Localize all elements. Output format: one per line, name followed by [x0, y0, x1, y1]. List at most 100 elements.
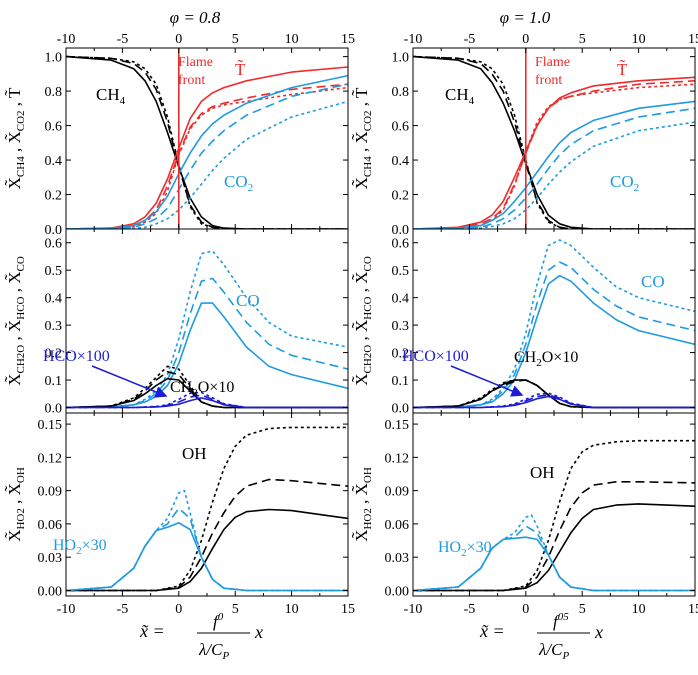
x-formula-denominator: λ/CP	[198, 640, 229, 662]
y-tick-label: 0.3	[392, 319, 410, 334]
x-tick-label: 0	[175, 602, 182, 617]
ch2o-label-rest: O×10	[198, 379, 235, 396]
x-tick-label: -10	[57, 32, 76, 47]
series-line-ch4-solid	[66, 55, 348, 229]
co2-label-right-text: CO	[610, 172, 634, 191]
flame-front-label-line1-right: Flame	[535, 55, 570, 70]
series-line-ho230-dashed	[413, 525, 695, 592]
y-axis-label: X̃HO2 , X̃OH	[352, 467, 374, 542]
left-middle-annotations: CO HCO×100 CH2O×10	[43, 291, 260, 399]
y-tick-label: 0.2	[392, 347, 410, 362]
y-tick-label: 0.4	[392, 292, 410, 307]
y-tick-label: 0.6	[45, 120, 63, 135]
series-line-t-dotted	[413, 83, 695, 229]
series-line-ch2o10-dashed	[66, 371, 348, 409]
y-axis-label-part: HCO	[362, 296, 374, 319]
y-axis-label: X̃CH4 , X̃CO2 , T̃	[352, 87, 374, 189]
panel-frame	[65, 47, 349, 230]
y-axis-label-part: X̃	[352, 530, 371, 542]
series-line-t-dotted	[66, 86, 348, 229]
y-tick-label: 0.0	[45, 402, 63, 417]
ho2-label-right-sub: 2	[461, 547, 467, 559]
series-line-co2-solid	[66, 74, 348, 229]
temperature-label-right: T̃	[617, 60, 628, 79]
x-tick-label: -5	[117, 32, 129, 47]
oh-label: OH	[182, 444, 207, 463]
series-line-ho230-dotted	[66, 489, 348, 592]
panel-right-bottom: 0.000.030.060.090.120.15-10-5051015X̃HO2…	[352, 412, 698, 617]
series-line-hco100-dotted	[66, 391, 348, 409]
y-tick-label: 0.3	[45, 319, 63, 334]
hco-label: HCO×100	[43, 348, 110, 365]
y-tick-label: 0.09	[385, 485, 410, 500]
flame-front-label-line2: front	[178, 73, 205, 88]
series-line-co2-dashed	[66, 83, 348, 229]
x-formula-denominator-sub: P	[221, 650, 229, 662]
y-tick-label: 0.00	[385, 584, 410, 599]
series-line-hco100-dotted	[413, 392, 695, 409]
series-line-ch2o10-dotted	[66, 365, 348, 409]
x-tick-label: 15	[341, 32, 355, 47]
y-axis-label-part: X̃	[5, 374, 24, 386]
series-line-ch2o10-solid	[413, 379, 695, 409]
y-axis-label-part: CH2O	[362, 345, 374, 374]
flame-front-label-line2-right: front	[535, 73, 562, 88]
y-axis-label-part: , X̃	[352, 131, 371, 156]
x-tick-label: -5	[464, 32, 476, 47]
x-tick-label: -5	[117, 602, 129, 617]
y-axis-label-part: CO2	[15, 110, 27, 131]
x-formula-suffix: x	[254, 622, 263, 642]
series-line-co-dotted	[66, 250, 348, 409]
ch4-label-right-text: CH	[445, 85, 469, 104]
series-group	[66, 55, 348, 229]
series-line-ch4-dashed	[66, 55, 348, 229]
y-tick-label: 0.5	[45, 264, 63, 279]
y-tick-label: 0.09	[38, 485, 63, 500]
y-tick-label: 0.06	[38, 518, 63, 533]
x-formula-denominator-right-sub: P	[561, 650, 569, 662]
series-line-oh-dotted	[413, 439, 695, 592]
series-line-t-solid	[66, 66, 348, 229]
series-line-ch2o10-dotted	[413, 379, 695, 409]
series-line-oh-dashed	[66, 478, 348, 592]
x-formula-numerator-sup: 0	[218, 611, 224, 623]
oh-label-right: OH	[530, 463, 555, 482]
left-top-annotations: Flame front T̃ CH4 CO2	[96, 55, 253, 194]
y-tick-label: 0.1	[45, 374, 63, 389]
y-tick-label: 0.06	[385, 518, 410, 533]
x-tick-label: 0	[175, 32, 182, 47]
x-tick-label: -10	[57, 602, 76, 617]
y-tick-label: 0.12	[385, 451, 410, 466]
x-tick-label: 5	[232, 32, 239, 47]
ch2o-label-right-sub: 2	[536, 357, 542, 369]
ho2-label-sub: 2	[76, 545, 82, 557]
y-axis-label-part: , X̃	[352, 483, 371, 508]
y-axis-label: X̃CH2O , X̃HCO , X̃CO	[5, 256, 27, 386]
y-axis-label-part: , X̃	[5, 483, 24, 508]
y-axis-label-part: X̃	[352, 177, 371, 189]
right-bottom-annotations: OH HO2×30	[438, 463, 555, 559]
x-tick-label: 10	[285, 602, 299, 617]
y-axis-label-part: CO	[362, 256, 374, 271]
x-axis-formula-right: x̃ = f05 λ/CP x	[479, 611, 603, 662]
ch2o-label-right-text: CH	[514, 349, 537, 366]
series-line-hco100-dashed	[66, 394, 348, 409]
y-tick-label: 0.6	[392, 120, 410, 135]
y-axis-label-part: , X̃	[5, 271, 24, 296]
y-axis-label-part: X̃	[5, 177, 24, 189]
series-line-co-dashed	[66, 277, 348, 409]
x-tick-label: 15	[688, 602, 698, 617]
series-line-co2-dotted	[66, 100, 348, 229]
right-top-annotations: Flame front T̃ CH4 CO2	[445, 55, 639, 194]
y-tick-label: 0.03	[38, 551, 63, 566]
y-tick-label: 0.8	[392, 85, 410, 100]
y-tick-label: 0.5	[392, 264, 410, 279]
series-line-ho230-dotted	[413, 514, 695, 592]
hco-arrow	[91, 365, 168, 398]
column-title-right: φ = 1.0	[500, 8, 551, 27]
co-label-right: CO	[641, 272, 665, 291]
left-bottom-annotations: OH HO2×30	[53, 444, 207, 557]
ch2o-label-sub: 2	[192, 387, 198, 399]
y-axis-label-part: CH4	[362, 156, 374, 177]
